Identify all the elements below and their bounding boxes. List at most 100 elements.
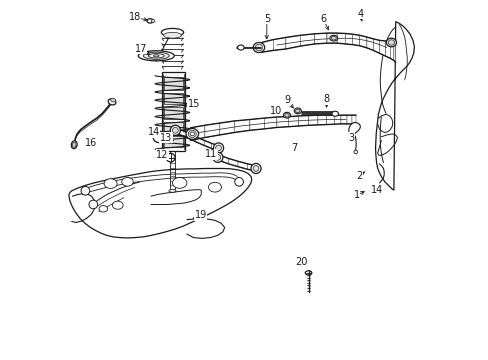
Text: 2: 2 (355, 171, 362, 181)
Ellipse shape (71, 141, 77, 149)
Polygon shape (276, 117, 288, 127)
Ellipse shape (112, 201, 123, 209)
Polygon shape (375, 22, 413, 190)
Polygon shape (204, 123, 219, 138)
Polygon shape (334, 115, 340, 124)
Ellipse shape (168, 189, 176, 192)
Text: 3: 3 (348, 132, 354, 143)
Polygon shape (234, 120, 249, 132)
Text: 13: 13 (160, 132, 172, 143)
Polygon shape (228, 158, 238, 167)
Polygon shape (366, 37, 373, 50)
Polygon shape (326, 115, 334, 125)
Circle shape (253, 166, 258, 171)
Polygon shape (238, 161, 247, 169)
Ellipse shape (163, 32, 181, 38)
Polygon shape (163, 107, 183, 119)
Text: 9: 9 (284, 95, 289, 105)
Polygon shape (385, 41, 389, 58)
Ellipse shape (387, 40, 394, 45)
Polygon shape (314, 33, 326, 44)
Text: 8: 8 (323, 94, 329, 104)
Polygon shape (298, 116, 308, 126)
Ellipse shape (143, 52, 169, 59)
Text: 18: 18 (128, 12, 141, 22)
Ellipse shape (208, 183, 221, 192)
Polygon shape (273, 37, 285, 50)
Polygon shape (264, 117, 276, 129)
Polygon shape (337, 33, 345, 44)
Circle shape (215, 145, 221, 151)
Text: 15: 15 (187, 99, 200, 109)
Ellipse shape (190, 132, 194, 136)
Polygon shape (346, 115, 351, 124)
Ellipse shape (255, 44, 262, 51)
Text: 14: 14 (147, 127, 160, 138)
Polygon shape (249, 118, 264, 130)
Polygon shape (69, 168, 251, 238)
Polygon shape (247, 164, 255, 171)
Polygon shape (211, 143, 217, 150)
Text: 1: 1 (353, 190, 359, 200)
Ellipse shape (295, 109, 299, 113)
Text: 16: 16 (85, 138, 98, 148)
Ellipse shape (284, 113, 288, 117)
Ellipse shape (185, 129, 198, 139)
Text: 12: 12 (156, 150, 168, 160)
Text: 19: 19 (194, 210, 206, 220)
Polygon shape (317, 115, 326, 125)
Ellipse shape (72, 142, 76, 147)
Ellipse shape (329, 35, 337, 41)
Ellipse shape (104, 179, 117, 189)
Ellipse shape (108, 99, 116, 105)
Ellipse shape (386, 38, 396, 47)
Ellipse shape (146, 19, 153, 23)
Polygon shape (163, 136, 183, 147)
Ellipse shape (110, 98, 115, 102)
Ellipse shape (283, 112, 290, 118)
Ellipse shape (294, 108, 301, 114)
Circle shape (166, 153, 175, 162)
Text: 6: 6 (319, 14, 325, 24)
Ellipse shape (188, 130, 196, 138)
Ellipse shape (151, 19, 155, 22)
Text: 5: 5 (263, 14, 269, 24)
Circle shape (250, 163, 261, 174)
Polygon shape (163, 93, 183, 104)
Ellipse shape (122, 177, 133, 186)
Polygon shape (340, 115, 346, 124)
Text: 14: 14 (370, 185, 382, 195)
Ellipse shape (172, 177, 186, 188)
Circle shape (234, 177, 243, 186)
Ellipse shape (305, 271, 311, 275)
Polygon shape (162, 72, 185, 151)
Circle shape (212, 152, 223, 162)
Text: 4: 4 (357, 9, 363, 19)
Polygon shape (389, 40, 393, 60)
Circle shape (172, 127, 178, 133)
Polygon shape (351, 115, 355, 124)
Circle shape (215, 154, 220, 160)
Polygon shape (379, 40, 385, 56)
Polygon shape (163, 77, 183, 90)
Polygon shape (163, 122, 183, 133)
Polygon shape (345, 33, 352, 45)
Text: 10: 10 (269, 106, 282, 116)
Polygon shape (196, 137, 204, 145)
Circle shape (89, 200, 98, 209)
Polygon shape (186, 132, 196, 142)
Text: 20: 20 (295, 257, 307, 267)
Ellipse shape (161, 28, 183, 36)
Polygon shape (218, 155, 228, 164)
Ellipse shape (155, 134, 162, 140)
Polygon shape (373, 39, 379, 53)
Ellipse shape (153, 55, 159, 57)
Circle shape (153, 131, 164, 143)
Text: 7: 7 (290, 143, 297, 153)
Text: 17: 17 (134, 44, 147, 54)
Ellipse shape (330, 36, 336, 40)
Polygon shape (393, 40, 395, 63)
Ellipse shape (138, 51, 174, 61)
Circle shape (213, 143, 223, 153)
Polygon shape (176, 128, 186, 138)
